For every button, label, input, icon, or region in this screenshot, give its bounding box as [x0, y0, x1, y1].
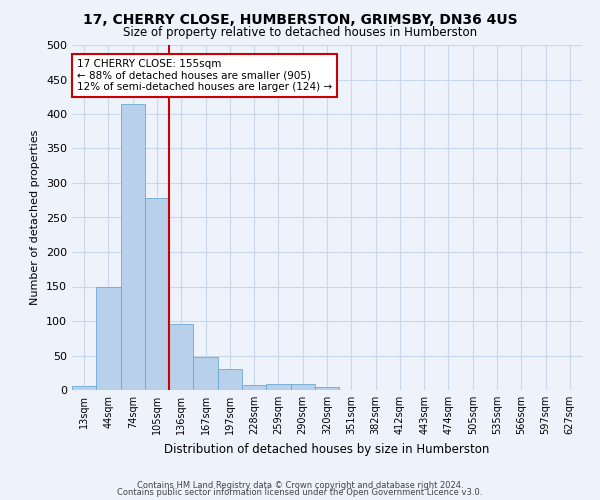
- Bar: [218, 370, 242, 390]
- Bar: [266, 384, 290, 390]
- Text: 17, CHERRY CLOSE, HUMBERSTON, GRIMSBY, DN36 4US: 17, CHERRY CLOSE, HUMBERSTON, GRIMSBY, D…: [83, 12, 517, 26]
- Bar: [193, 357, 218, 390]
- Text: Size of property relative to detached houses in Humberston: Size of property relative to detached ho…: [123, 26, 477, 39]
- Bar: [169, 324, 193, 390]
- Bar: [96, 286, 121, 390]
- Text: Contains public sector information licensed under the Open Government Licence v3: Contains public sector information licen…: [118, 488, 482, 497]
- Bar: [315, 386, 339, 390]
- Bar: [145, 198, 169, 390]
- Text: Contains HM Land Registry data © Crown copyright and database right 2024.: Contains HM Land Registry data © Crown c…: [137, 480, 463, 490]
- Text: 17 CHERRY CLOSE: 155sqm
← 88% of detached houses are smaller (905)
12% of semi-d: 17 CHERRY CLOSE: 155sqm ← 88% of detache…: [77, 59, 332, 92]
- Bar: [72, 386, 96, 390]
- X-axis label: Distribution of detached houses by size in Humberston: Distribution of detached houses by size …: [164, 442, 490, 456]
- Bar: [121, 104, 145, 390]
- Bar: [242, 385, 266, 390]
- Bar: [290, 384, 315, 390]
- Y-axis label: Number of detached properties: Number of detached properties: [31, 130, 40, 305]
